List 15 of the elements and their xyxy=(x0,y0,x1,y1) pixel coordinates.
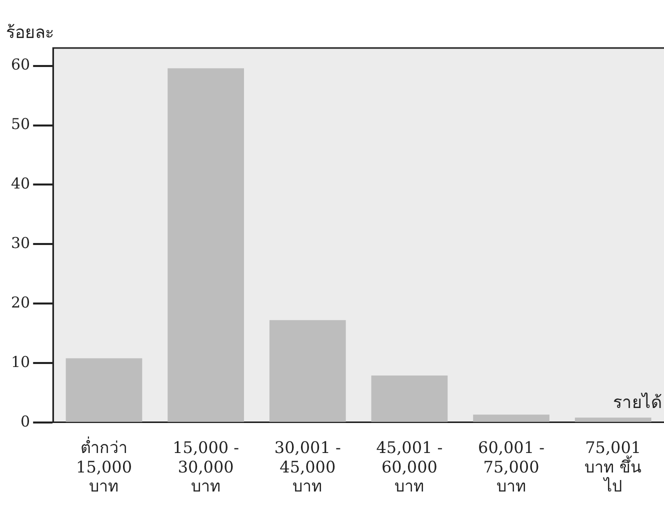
x-tick-label: 45,001 - 60,000 บาท xyxy=(376,438,443,496)
x-tick-label: 75,001 บาท ขึ้น ไป xyxy=(584,438,642,496)
y-axis-title: ร้อยละ xyxy=(6,22,54,45)
y-tick-label: 60 xyxy=(10,56,30,74)
y-tick-label: 20 xyxy=(10,293,30,312)
x-axis-title: รายได้ xyxy=(613,392,662,415)
x-tick-label: 15,000 - 30,000 บาท xyxy=(172,438,240,496)
x-tick-label: ต่ำกว่า 15,000 บาท xyxy=(76,436,132,496)
y-tick-label: 50 xyxy=(10,115,30,134)
x-tick-label: 30,001 - 45,000 บาท xyxy=(274,438,341,496)
y-tick-label: 10 xyxy=(10,352,30,371)
y-tick-label: 40 xyxy=(10,174,30,193)
y-tick-label: 30 xyxy=(10,234,30,252)
y-tick-label: 0 xyxy=(20,412,30,430)
x-tick-label: 60,001 - 75,000 บาท xyxy=(478,438,545,496)
